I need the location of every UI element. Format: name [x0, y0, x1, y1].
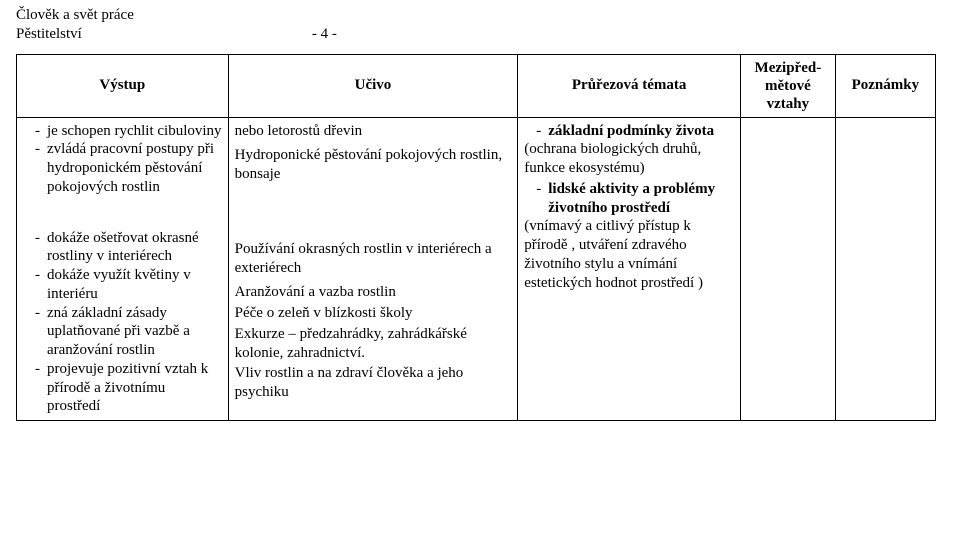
ucivo-para: Vliv rostlin a na zdraví člověka a jeho …	[235, 364, 512, 402]
ucivo-para: nebo letorostů dřevin	[235, 122, 512, 141]
col-header-mezipredmetove: Mezipřed- mětové vztahy	[741, 54, 836, 117]
cell-vystup: je schopen rychlit cibuloviny zvládá pra…	[17, 117, 229, 421]
list-item: dokáže využít květiny v interiéru	[35, 266, 222, 304]
header-line2-left: Pěstitelství	[16, 25, 82, 44]
header-line1: Člověk a svět práce	[16, 6, 943, 25]
mezi-line2: mětové	[765, 78, 811, 94]
ucivo-para: Používání okrasných rostlin v interiérec…	[235, 240, 512, 278]
col-header-ucivo: Učivo	[228, 54, 518, 117]
col-header-prurezova: Průřezová témata	[518, 54, 741, 117]
mezi-line1: Mezipřed-	[755, 60, 822, 76]
ucivo-para: Hydroponické pěstování pokojových rostli…	[235, 146, 512, 184]
prurez-cont: (ochrana biologických druhů, funkce ekos…	[524, 140, 734, 178]
prurez-bold: základní podmínky života	[548, 123, 714, 139]
cell-poznamky	[835, 117, 935, 421]
prurez-cont: (vnímavý a citlivý přístup k přírodě , u…	[524, 217, 734, 292]
list-item: projevuje pozitivní vztah k přírodě a ži…	[35, 360, 222, 416]
table-header-row: Výstup Učivo Průřezová témata Mezipřed- …	[17, 54, 936, 117]
col-header-poznamky: Poznámky	[835, 54, 935, 117]
ucivo-para: Exkurze – předzahrádky, zahrádkářské kol…	[235, 325, 512, 363]
list-item: lidské aktivity a problémy životního pro…	[536, 180, 734, 218]
list-item: zvládá pracovní postupy při hydroponické…	[35, 140, 222, 196]
list-item: základní podmínky života	[536, 122, 734, 141]
table-row: je schopen rychlit cibuloviny zvládá pra…	[17, 117, 936, 421]
list-item: zná základní zásady uplatňované při vazb…	[35, 304, 222, 360]
list-item: je schopen rychlit cibuloviny	[35, 122, 222, 141]
prurez-bold: lidské aktivity a problémy životního pro…	[548, 181, 715, 216]
ucivo-para: Péče o zeleň v blízkosti školy	[235, 304, 512, 323]
cell-mezipredmetove	[741, 117, 836, 421]
cell-ucivo: nebo letorostů dřevin Hydroponické pěsto…	[228, 117, 518, 421]
col-header-vystup: Výstup	[17, 54, 229, 117]
ucivo-para: Aranžování a vazba rostlin	[235, 283, 512, 302]
cell-prurezova: základní podmínky života (ochrana biolog…	[518, 117, 741, 421]
curriculum-table: Výstup Učivo Průřezová témata Mezipřed- …	[16, 54, 936, 422]
list-item: dokáže ošetřovat okrasné rostliny v inte…	[35, 229, 222, 267]
mezi-line3: vztahy	[767, 96, 810, 112]
page-number: - 4 -	[312, 25, 337, 44]
